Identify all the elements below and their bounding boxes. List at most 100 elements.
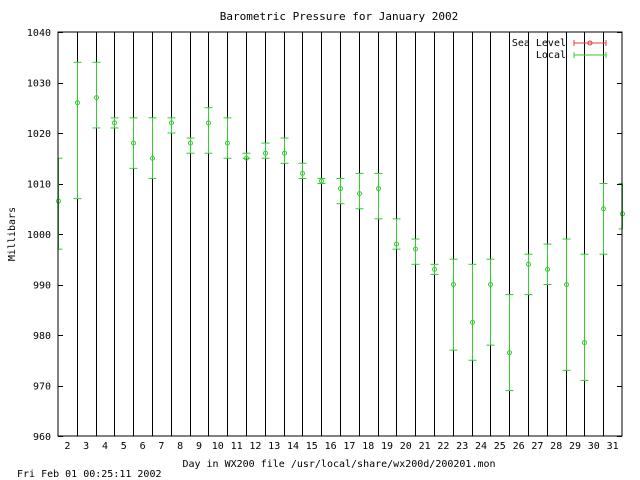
data-point <box>112 120 117 126</box>
data-point <box>188 140 193 146</box>
plot-frame <box>57 31 623 437</box>
error-bar <box>505 294 514 392</box>
x-tick-label: 20 <box>400 441 412 452</box>
error-bar <box>468 263 477 361</box>
grid <box>77 32 604 436</box>
x-tick-label: 29 <box>569 441 581 452</box>
x-tick-label: 6 <box>140 441 146 452</box>
y-tick-label: 1030 <box>27 79 51 90</box>
error-bar <box>411 238 420 265</box>
data-point <box>526 261 531 267</box>
x-tick-label: 8 <box>177 441 183 452</box>
data-point <box>206 120 211 126</box>
x-tick-label: 23 <box>456 441 468 452</box>
x-tick-label: 28 <box>550 441 562 452</box>
x-tick-label: 3 <box>83 441 89 452</box>
x-tick-label: 25 <box>494 441 506 452</box>
data-point <box>413 246 418 252</box>
y-tick-label: 1000 <box>27 230 51 241</box>
x-tick-label: 24 <box>475 441 487 452</box>
legend-swatch-local <box>573 52 607 58</box>
x-tick-label: 21 <box>419 441 431 452</box>
data-point <box>300 170 305 176</box>
x-tick-label: 14 <box>287 441 299 452</box>
error-bar <box>261 142 270 159</box>
data-point <box>94 95 99 101</box>
footer-timestamp: Fri Feb 01 00:25:11 2002 <box>17 469 162 480</box>
chart-title: Barometric Pressure for January 2002 <box>220 10 458 23</box>
y-tick-label: 980 <box>33 331 51 342</box>
error-bar <box>129 117 138 169</box>
legend-label-local: Local <box>536 50 566 61</box>
error-bar <box>242 152 251 161</box>
y-tick-label: 990 <box>33 281 51 292</box>
x-tick-label: 17 <box>343 441 355 452</box>
error-bar <box>148 117 157 179</box>
data-point <box>150 155 155 161</box>
error-bar <box>524 253 533 296</box>
x-tick-label: 13 <box>268 441 280 452</box>
data-point <box>282 150 287 156</box>
error-bar <box>73 61 82 200</box>
data-point <box>545 266 550 272</box>
data-point <box>488 282 493 287</box>
error-bar <box>204 107 213 154</box>
error-bar <box>92 61 101 129</box>
x-tick-label: 19 <box>381 441 393 452</box>
data-point <box>507 350 512 356</box>
error-bar <box>110 117 119 129</box>
x-tick-label: 2 <box>64 441 70 452</box>
data-point <box>357 191 362 197</box>
legend: Sea Level Local <box>512 38 607 61</box>
x-tick-label: 22 <box>437 441 449 452</box>
data-point <box>263 150 268 156</box>
error-bar <box>186 137 195 154</box>
error-bar <box>543 243 552 285</box>
axes: 2 3 4 5 6 7 8 9 10 11 12 13 14 15 16 17 18 19 20 21 22 23 24 25… <box>27 28 622 452</box>
x-tick-label: 9 <box>196 441 202 452</box>
error-bar <box>317 177 326 184</box>
legend-swatch-sea-level <box>573 40 607 46</box>
data-point <box>376 186 381 192</box>
data-point <box>451 282 456 287</box>
error-bar <box>486 258 495 346</box>
x-tick-label: 30 <box>588 441 600 452</box>
error-bar <box>374 172 383 220</box>
data-point <box>169 120 174 126</box>
data-point <box>131 140 136 146</box>
data-point <box>601 206 606 212</box>
x-tick-label: 5 <box>121 441 127 452</box>
error-bar <box>430 263 439 275</box>
x-tick-label: 27 <box>531 441 543 452</box>
error-bar <box>336 177 345 205</box>
data-point <box>338 186 343 192</box>
error-bar <box>392 218 401 250</box>
x-tick-label: 12 <box>249 441 261 452</box>
x-tick-label: 10 <box>212 441 224 452</box>
y-tick-label: 970 <box>33 382 51 393</box>
data-point <box>582 340 587 346</box>
error-bar <box>562 238 571 371</box>
error-bar <box>167 117 176 134</box>
error-bar <box>298 162 307 179</box>
data-point <box>244 155 249 161</box>
data-point <box>564 282 569 287</box>
error-bar <box>223 117 232 159</box>
x-tick-label: 18 <box>362 441 374 452</box>
data-point <box>432 266 437 272</box>
x-tick-label: 16 <box>325 441 337 452</box>
error-bar <box>280 137 289 164</box>
y-tick-label: 1040 <box>27 28 51 39</box>
error-bar <box>449 258 458 351</box>
y-axis-label: Millibars <box>7 207 18 261</box>
y-tick-label: 1010 <box>27 180 51 191</box>
error-bar <box>355 172 364 210</box>
x-tick-label: 26 <box>513 441 525 452</box>
y-tick-label: 1020 <box>27 129 51 140</box>
y-tick-label: 960 <box>33 432 51 443</box>
error-bar <box>580 253 589 381</box>
legend-label-sea-level: Sea Level <box>512 38 566 49</box>
x-tick-label: 31 <box>607 441 619 452</box>
error-bar <box>599 183 608 255</box>
data-point <box>225 140 230 146</box>
